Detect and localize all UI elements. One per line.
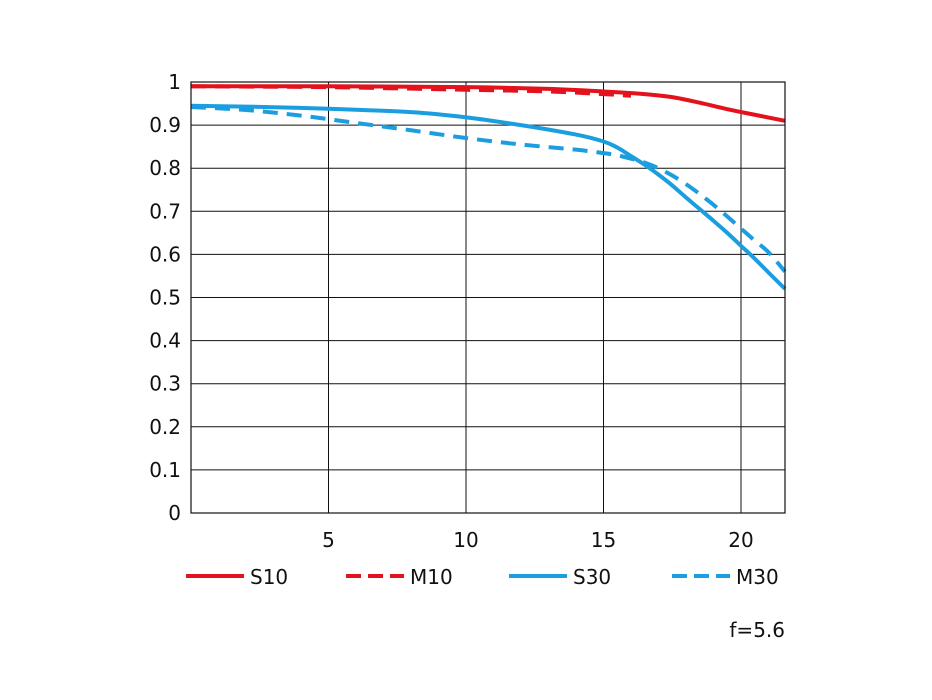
x-tick-label: 10 — [453, 528, 478, 552]
series-lines — [190, 84, 787, 291]
y-tick-label: 0.1 — [149, 458, 181, 482]
legend: S10 M10 S30 M30 — [186, 565, 779, 589]
y-tick-label: 0.5 — [149, 286, 181, 310]
x-tick-label: 20 — [728, 528, 753, 552]
y-tick-label: 0.6 — [149, 242, 181, 266]
y-tick-label: 0.9 — [149, 113, 181, 137]
y-tick-label: 0.3 — [149, 372, 181, 396]
y-tick-label: 0.8 — [149, 156, 181, 180]
x-tick-label: 15 — [591, 528, 616, 552]
series-line-s10 — [190, 84, 786, 123]
legend-label-s30: S30 — [573, 565, 611, 589]
y-tick-label: 1 — [168, 70, 181, 94]
x-axis-tick-labels: 5 10 15 20 — [322, 528, 754, 552]
series-line-m30 — [190, 105, 787, 273]
legend-label-m30: M30 — [736, 565, 779, 589]
y-tick-label: 0.7 — [149, 199, 181, 223]
aperture-annotation: f=5.6 — [729, 618, 785, 642]
x-tick-label: 5 — [322, 528, 335, 552]
series-line-s30 — [190, 103, 787, 291]
plot-area-frame — [190, 81, 786, 514]
y-tick-label: 0.2 — [149, 415, 181, 439]
legend-label-m10: M10 — [410, 565, 453, 589]
y-axis-tick-labels: 0 0.1 0.2 0.3 0.4 0.5 0.6 0.7 0.8 0.9 1 — [149, 70, 181, 525]
legend-label-s10: S10 — [250, 565, 288, 589]
y-tick-label: 0 — [168, 501, 181, 525]
y-tick-label: 0.4 — [149, 329, 181, 353]
